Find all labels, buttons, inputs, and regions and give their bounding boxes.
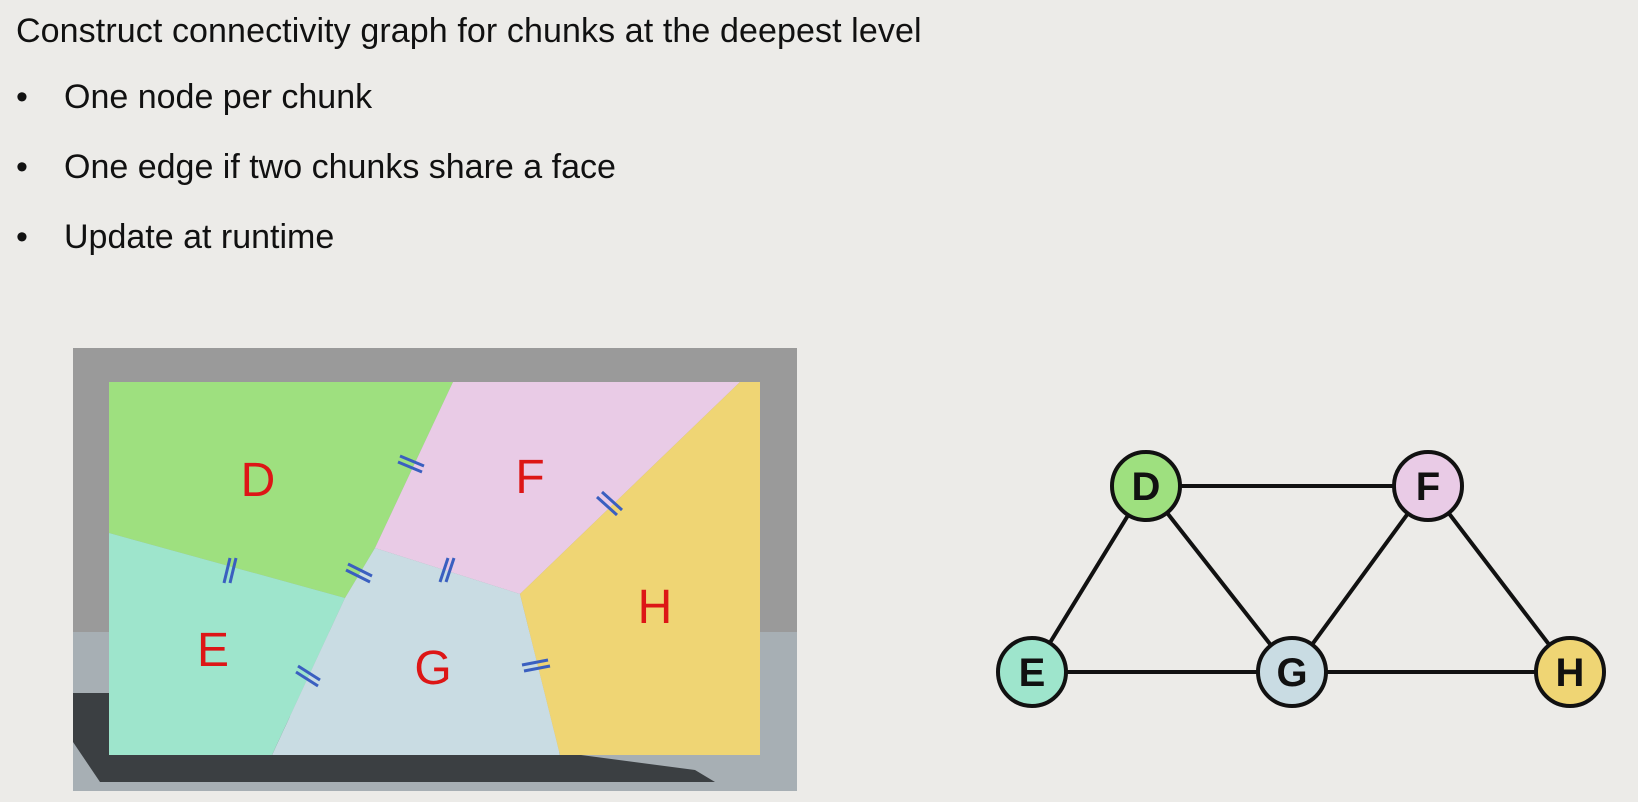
connectivity-graph: D F E G H	[998, 452, 1604, 706]
graph-node-E: E	[998, 638, 1066, 706]
chunk-label-D: D	[241, 454, 276, 507]
graph-node-H: H	[1536, 638, 1604, 706]
chunk-label-H: H	[638, 581, 673, 634]
graph-node-F: F	[1394, 452, 1462, 520]
chunk-label-E: E	[197, 624, 229, 677]
chunk-label-F: F	[515, 451, 544, 504]
graph-node-label-D: D	[1132, 465, 1161, 509]
graph-node-label-H: H	[1556, 651, 1585, 695]
graph-node-G: G	[1258, 638, 1326, 706]
graph-node-D: D	[1112, 452, 1180, 520]
chunk-illustration: D F E G H	[73, 348, 797, 791]
graph-node-label-E: E	[1019, 651, 1046, 695]
chunk-label-G: G	[414, 642, 451, 695]
graph-node-label-F: F	[1416, 465, 1440, 509]
graph-node-label-G: G	[1276, 651, 1307, 695]
